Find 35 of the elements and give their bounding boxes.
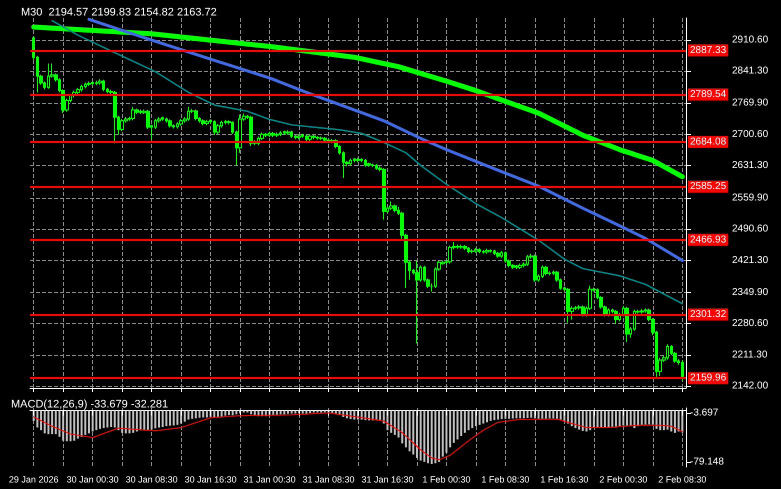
x-tick-label: 30 Jan 00:30 bbox=[66, 474, 119, 484]
ref-line-label: 2789.54 bbox=[690, 88, 727, 100]
ref-line-label: 2684.08 bbox=[690, 136, 727, 148]
ref-line-label: 2159.96 bbox=[690, 372, 727, 384]
x-tick-label: 1 Feb 08:30 bbox=[481, 474, 530, 484]
x-tick-label: 1 Feb 00:30 bbox=[422, 474, 470, 484]
y-tick-label: 2910.60 bbox=[732, 34, 769, 46]
x-tick-label: 1 Feb 16:30 bbox=[540, 474, 588, 484]
x-tick-label: 2 Feb 00:30 bbox=[599, 474, 648, 484]
chart-title: MACD(12,26,9) -33.679 -32.281 bbox=[11, 398, 168, 410]
y-tick-label: -3.697 bbox=[690, 407, 719, 418]
y-tick-label: 2490.60 bbox=[732, 224, 769, 235]
y-tick-label: 2559.90 bbox=[732, 192, 769, 204]
y-tick-label: 2769.90 bbox=[732, 98, 769, 109]
y-tick-label: 2631.30 bbox=[732, 160, 769, 172]
x-tick-label: 2 Feb 08:30 bbox=[658, 474, 706, 484]
ref-line-label: 2466.93 bbox=[690, 234, 727, 246]
x-tick-label: 31 Jan 08:30 bbox=[302, 474, 355, 484]
x-tick-label: 30 Jan 16:30 bbox=[184, 474, 237, 484]
ref-line-label: 2887.33 bbox=[690, 44, 727, 56]
y-tick-label: 2421.30 bbox=[732, 254, 769, 266]
x-tick-label: 29 Jan 2026 bbox=[8, 474, 58, 484]
y-tick-label: 2142.00 bbox=[732, 380, 769, 392]
y-tick-label: 2211.30 bbox=[732, 349, 768, 360]
x-tick-label: 31 Jan 00:30 bbox=[244, 474, 296, 484]
x-tick-label: 31 Jan 16:30 bbox=[361, 474, 414, 484]
y-tick-label: 2841.30 bbox=[732, 66, 769, 77]
chart-title: M30 2194.57 2199.83 2154.82 2163.72 bbox=[21, 6, 217, 18]
y-tick-label: -79.148 bbox=[690, 456, 724, 468]
y-tick-label: 2700.60 bbox=[732, 128, 769, 140]
ref-line-label: 2585.25 bbox=[690, 180, 727, 192]
ref-line-label: 2301.32 bbox=[690, 308, 727, 320]
y-tick-label: 2280.60 bbox=[732, 318, 769, 330]
x-tick-label: 30 Jan 08:30 bbox=[126, 474, 178, 484]
y-tick-label: 2349.90 bbox=[732, 287, 769, 298]
